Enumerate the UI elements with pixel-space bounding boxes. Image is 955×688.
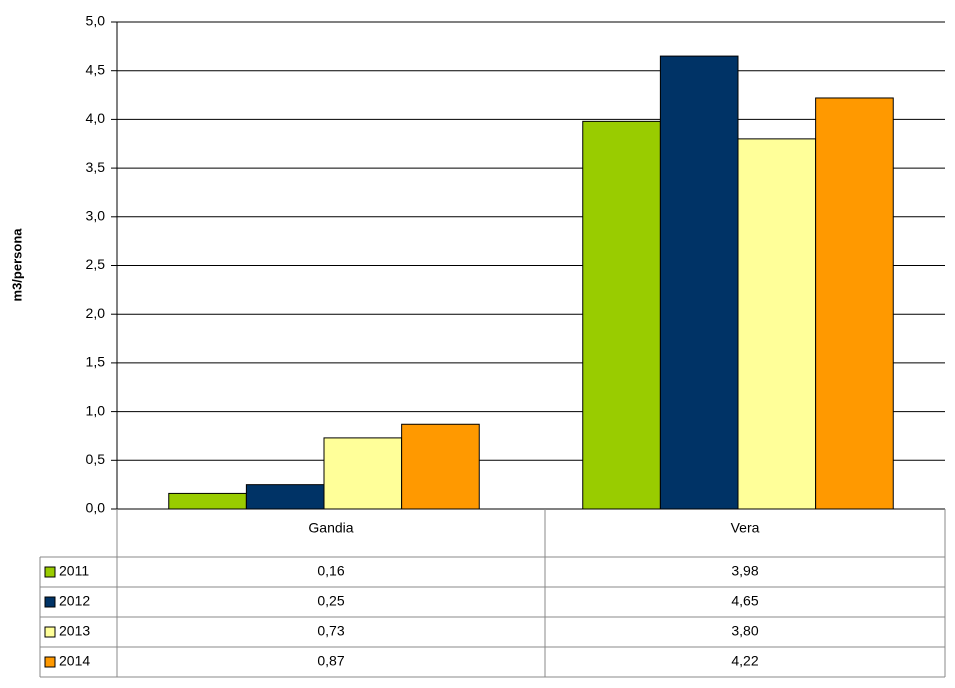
- bar: [245, 484, 325, 510]
- legend-swatch: [44, 596, 56, 608]
- y-tick-label: 3,0: [86, 208, 106, 224]
- y-tick-label: 0,0: [86, 500, 106, 516]
- y-tick-label: 4,5: [86, 61, 106, 77]
- bar: [659, 55, 739, 510]
- bar: [401, 423, 480, 510]
- data-label: 3,98: [731, 563, 758, 579]
- legend-swatch: [44, 566, 56, 578]
- bar: [582, 120, 661, 510]
- data-label: 0,16: [317, 563, 344, 579]
- data-label: 0,87: [317, 653, 344, 669]
- y-tick-label: 4,0: [86, 110, 106, 126]
- legend-label: 2013: [59, 623, 90, 639]
- bar: [815, 97, 894, 510]
- y-axis-label: m3/persona: [9, 228, 24, 302]
- y-tick-label: 2,0: [86, 305, 106, 321]
- data-label: 4,22: [731, 653, 758, 669]
- x-tick-label: Vera: [731, 520, 760, 536]
- data-label: 4,65: [731, 593, 758, 609]
- legend-label: 2011: [59, 563, 89, 579]
- y-tick-label: 1,5: [86, 354, 106, 370]
- legend-label: 2014: [59, 653, 90, 669]
- y-tick-label: 3,5: [86, 159, 106, 175]
- bar: [323, 437, 403, 510]
- legend-label: 2012: [59, 593, 90, 609]
- x-tick-label: Gandia: [308, 520, 353, 536]
- y-tick-label: 5,0: [86, 13, 106, 29]
- data-label: 0,73: [317, 623, 344, 639]
- data-label: 3,80: [731, 623, 758, 639]
- bar: [737, 138, 817, 510]
- y-tick-label: 1,0: [86, 402, 106, 418]
- y-tick-label: 0,5: [86, 451, 106, 467]
- bar: [168, 492, 247, 510]
- legend-swatch: [44, 626, 56, 638]
- y-tick-label: 2,5: [86, 256, 106, 272]
- data-label: 0,25: [317, 593, 344, 609]
- legend-swatch: [44, 656, 56, 668]
